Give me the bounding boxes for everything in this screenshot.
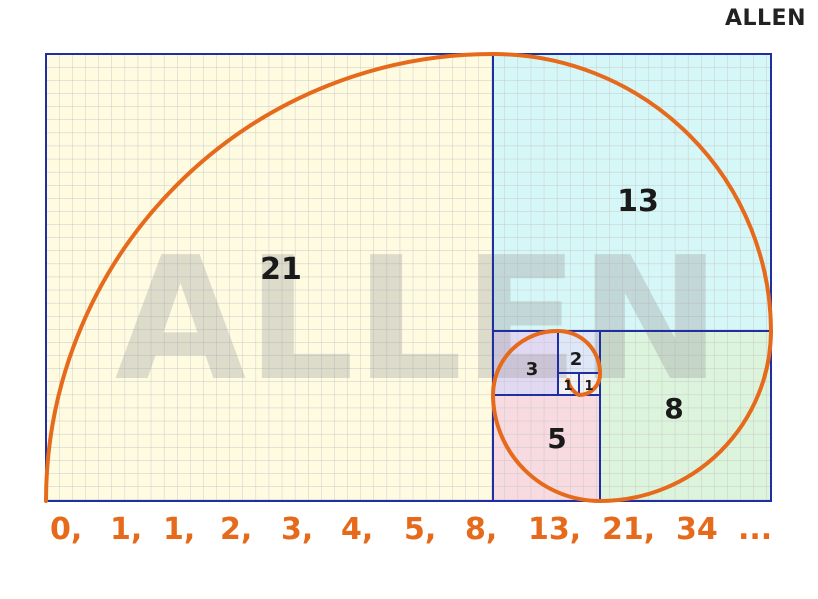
golden-spiral: [44, 51, 774, 504]
sequence-term-8: 13,: [528, 512, 582, 547]
sequence-term-11: ...: [738, 512, 773, 547]
square-label-0: 21: [260, 252, 302, 287]
square-label-2: 8: [664, 392, 683, 425]
square-label-6: 1: [563, 379, 572, 394]
sequence-term-7: 8,: [465, 512, 498, 547]
square-border-7: [578, 372, 601, 396]
sequence-term-6: 5,: [404, 512, 437, 547]
sequence-term-10: 34: [676, 512, 718, 547]
square-borders: [45, 53, 772, 502]
allen-logo: ALLEN: [724, 6, 806, 31]
sequence-term-0: 0,: [50, 512, 83, 547]
fibonacci-sequence: 0, 1, 1, 2, 3, 4, 5, 8, 13, 21, 34...: [0, 512, 818, 562]
sequence-term-2: 1,: [163, 512, 196, 547]
sequence-term-3: 2,: [220, 512, 253, 547]
sequence-term-9: 21,: [602, 512, 656, 547]
square-label-7: 1: [584, 379, 593, 394]
square-label-4: 3: [526, 359, 539, 380]
square-label-3: 5: [547, 422, 566, 455]
sequence-term-1: 1,: [110, 512, 143, 547]
grid-overlay: [46, 54, 771, 501]
sequence-term-5: 4,: [341, 512, 374, 547]
watermark-text: ALLEN: [115, 221, 722, 419]
square-label-1: 13: [617, 184, 659, 219]
square-label-5: 2: [570, 349, 583, 370]
sequence-term-4: 3,: [281, 512, 314, 547]
